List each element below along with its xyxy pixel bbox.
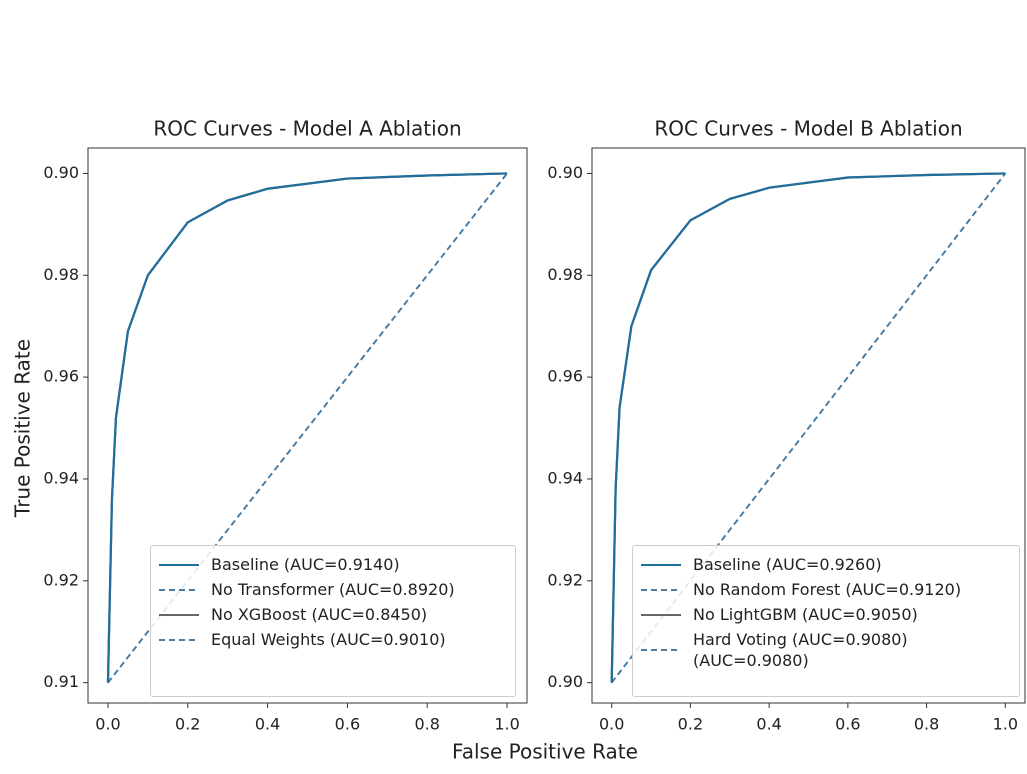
legend: Baseline (AUC=0.9140) No Transformer (AUC… xyxy=(150,545,516,697)
x-tick-label: 0.0 xyxy=(599,715,624,734)
legend-swatch xyxy=(641,649,681,651)
x-tick-label: 0.6 xyxy=(835,715,860,734)
legend-entry: Hard Voting (AUC=0.9080) (AUC=0.9080) xyxy=(639,629,1013,671)
roc-line xyxy=(107,172,508,684)
legend-swatch xyxy=(641,588,681,591)
x-tick-label: 0.8 xyxy=(914,715,939,734)
legend-swatch xyxy=(159,613,199,616)
legend-swatch xyxy=(641,563,681,566)
y-tick-label: 0.96 xyxy=(43,367,79,386)
y-tick-label: 0.90 xyxy=(547,163,583,182)
x-tick-label: 0.2 xyxy=(678,715,703,734)
y-tick-label: 0.94 xyxy=(547,468,583,487)
legend-entry: Baseline (AUC=0.9140) xyxy=(157,554,509,575)
axes-frame xyxy=(87,147,528,704)
x-tick-label: 0.2 xyxy=(175,715,200,734)
x-tick-label: 0.8 xyxy=(415,715,440,734)
y-tick-label: 0.92 xyxy=(43,570,79,589)
legend-entry: Baseline (AUC=0.9260) xyxy=(639,554,1013,575)
legend-label: Hard Voting (AUC=0.9080) (AUC=0.9080) xyxy=(693,630,908,670)
roc-line xyxy=(610,172,1007,684)
legend-label: No Random Forest (AUC=0.9120) xyxy=(693,580,962,599)
legend-swatch xyxy=(159,588,199,591)
y-tick-label: 0.94 xyxy=(43,468,79,487)
x-tick-label: 1.0 xyxy=(494,715,519,734)
legend-label: Baseline (AUC=0.9140) xyxy=(211,555,400,574)
legend-entry: No Transformer (AUC=0.8920) xyxy=(157,579,509,600)
legend-entry: No LightGBM (AUC=0.9050) xyxy=(639,604,1013,625)
x-axis-label: False Positive Rate xyxy=(452,740,638,764)
legend-swatch xyxy=(159,638,199,641)
y-tick-label: 0.98 xyxy=(547,265,583,284)
legend-label: No XGBoost (AUC=0.8450) xyxy=(211,605,428,624)
y-tick-label: 0.96 xyxy=(547,367,583,386)
x-tick-label: 0.4 xyxy=(756,715,781,734)
x-tick-label: 0.6 xyxy=(335,715,360,734)
y-axis-label: True Positive Rate xyxy=(11,339,35,518)
y-tick-label: 0.90 xyxy=(547,672,583,691)
chart-title: ROC Curves - Model B Ablation xyxy=(654,117,962,141)
y-tick-label: 0.91 xyxy=(43,672,79,691)
x-tick-label: 0.0 xyxy=(95,715,120,734)
chart-title: ROC Curves - Model A Ablation xyxy=(153,117,461,141)
axes-frame xyxy=(591,147,1026,704)
legend-label: Equal Weights (AUC=0.9010) xyxy=(211,630,446,649)
legend-entry: No XGBoost (AUC=0.8450) xyxy=(157,604,509,625)
y-tick-label: 0.98 xyxy=(43,265,79,284)
roc-line xyxy=(106,172,508,683)
legend: Baseline (AUC=0.9260) No Random Forest (A… xyxy=(632,545,1020,697)
legend-label: Baseline (AUC=0.9260) xyxy=(693,555,882,574)
x-tick-label: 0.4 xyxy=(255,715,280,734)
legend-label: No Transformer (AUC=0.8920) xyxy=(211,580,455,599)
x-tick-label: 1.0 xyxy=(993,715,1018,734)
legend-entry: Equal Weights (AUC=0.9010) xyxy=(157,629,509,650)
roc-line xyxy=(610,172,1006,683)
legend-swatch xyxy=(159,563,199,566)
y-tick-label: 0.90 xyxy=(43,163,79,182)
legend-entry: No Random Forest (AUC=0.9120) xyxy=(639,579,1013,600)
y-tick-label: 0.92 xyxy=(547,570,583,589)
legend-swatch xyxy=(641,613,681,616)
legend-label: No LightGBM (AUC=0.9050) xyxy=(693,605,918,624)
